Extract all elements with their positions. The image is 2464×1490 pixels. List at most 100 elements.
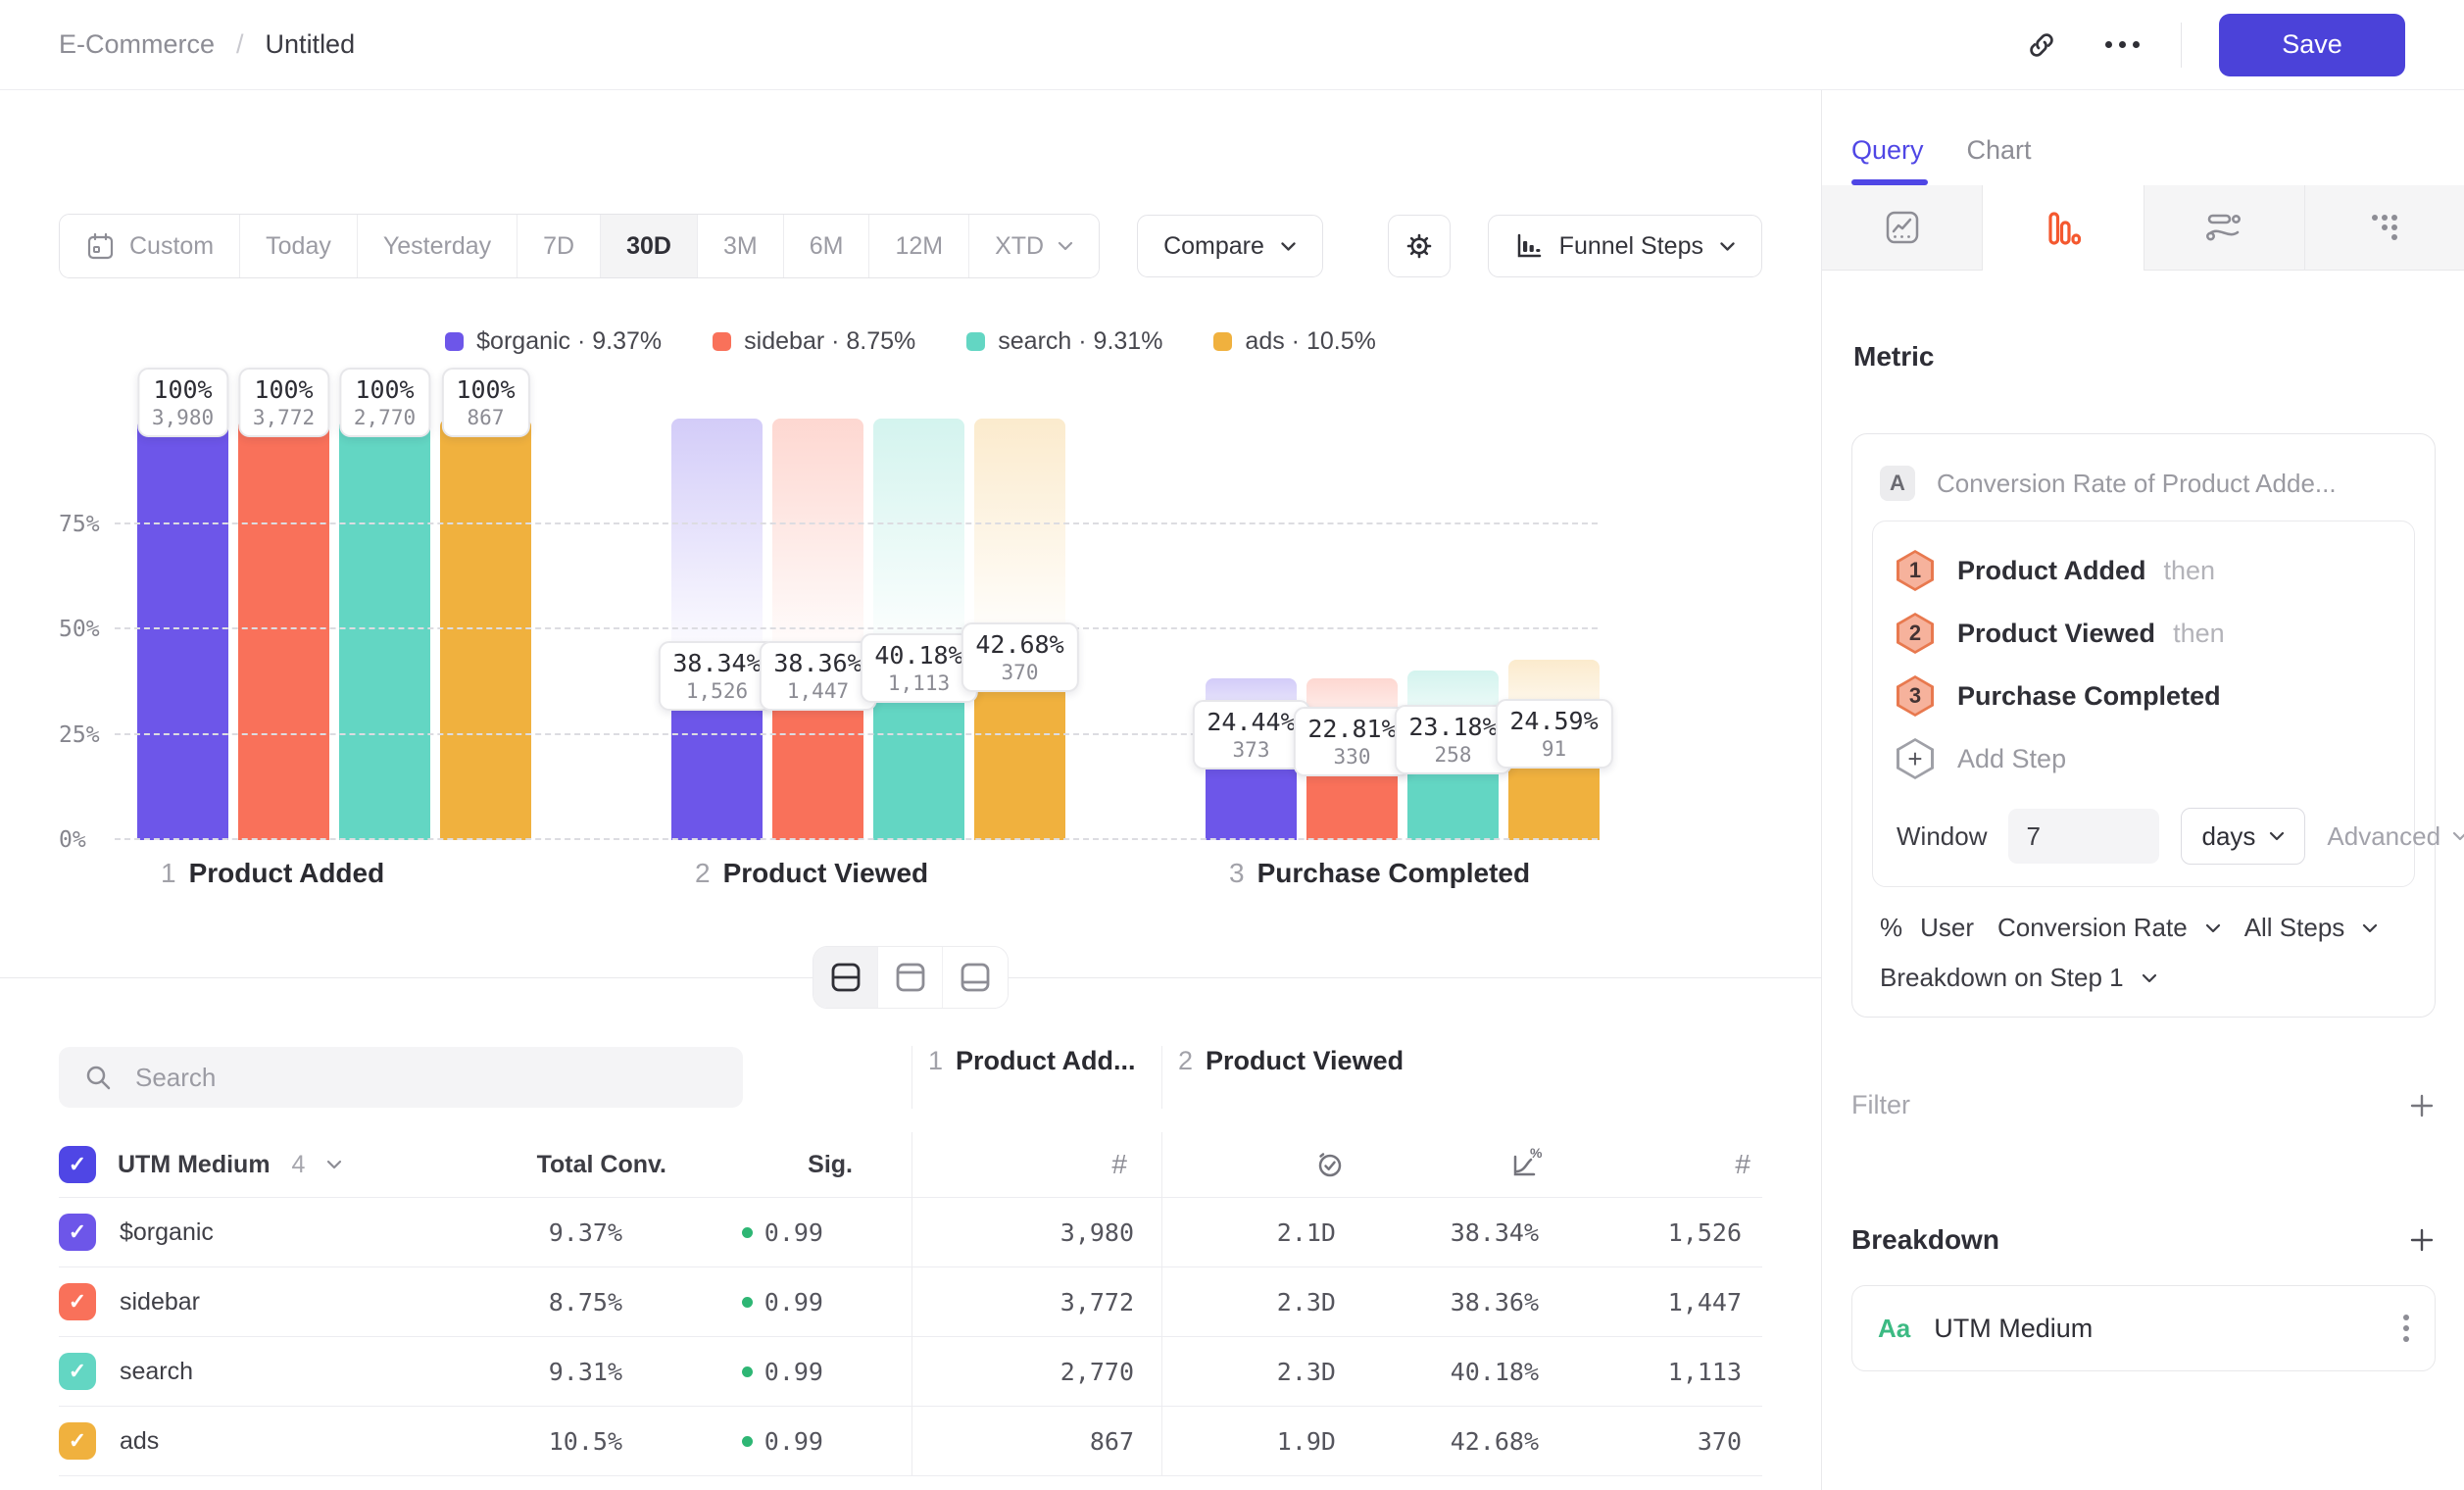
legend-item[interactable]: sidebar · 8.75% — [713, 327, 915, 356]
bar-value-label: 100%3,772 — [238, 368, 329, 437]
layout-split-button[interactable] — [813, 947, 878, 1008]
table-row[interactable]: ✓ads10.5%0.998671.9D42.68%370 — [59, 1406, 1762, 1476]
query-step-row[interactable]: 3 Purchase Completed — [1897, 669, 2390, 723]
chart-view-dropdown[interactable]: Funnel Steps — [1488, 215, 1762, 277]
table-row[interactable]: ✓$organic9.37%0.993,9802.1D38.34%1,526 — [59, 1197, 1762, 1266]
funnel-bar[interactable]: 38.36%1,447 — [772, 419, 863, 840]
more-actions-button[interactable] — [2100, 24, 2144, 67]
funnel-groups: 100%3,980100%3,772100%2,770100%8671Produ… — [115, 419, 1600, 840]
funnel-bar[interactable]: 100%867 — [440, 419, 531, 840]
breadcrumb-parent[interactable]: E-Commerce — [59, 29, 215, 60]
kebab-menu-icon[interactable] — [2403, 1315, 2409, 1342]
bar-value-label: 100%2,770 — [339, 368, 430, 437]
breakdown-property-card[interactable]: Aa UTM Medium — [1851, 1285, 2436, 1371]
tab-chart[interactable]: Chart — [1967, 135, 2032, 185]
breadcrumb-current[interactable]: Untitled — [266, 29, 356, 60]
save-button[interactable]: Save — [2219, 14, 2405, 76]
funnel-bar[interactable]: 24.44%373 — [1206, 419, 1297, 840]
add-breakdown-button[interactable] — [2408, 1226, 2436, 1254]
bar-count: 91 — [1509, 737, 1598, 761]
row-checkbox[interactable]: ✓ — [59, 1283, 96, 1320]
chart-type-flow[interactable] — [2144, 185, 2305, 271]
funnel-bar[interactable]: 38.34%1,526 — [671, 419, 763, 840]
funnel-bar[interactable]: 40.18%1,113 — [873, 419, 964, 840]
window-value-input[interactable] — [2008, 809, 2159, 864]
query-step-row[interactable]: 1Product Addedthen — [1897, 543, 2390, 598]
share-link-button[interactable] — [2020, 24, 2063, 67]
layout-chart-only-button[interactable] — [878, 947, 943, 1008]
chart-type-retention[interactable] — [2305, 185, 2464, 271]
column-conv-rate[interactable]: % — [1392, 1146, 1588, 1183]
bar-count: 2,770 — [354, 406, 416, 429]
funnel-bar[interactable]: 100%2,770 — [339, 419, 430, 840]
funnel-bar[interactable]: 24.59%91 — [1508, 419, 1600, 840]
funnel-bar[interactable]: 23.18%258 — [1407, 419, 1499, 840]
tab-query[interactable]: Query — [1851, 135, 1924, 185]
group-column-header[interactable]: ✓ UTM Medium 4 — [59, 1146, 470, 1183]
select-all-checkbox[interactable]: ✓ — [59, 1146, 96, 1183]
step1-number: 1 — [928, 1046, 943, 1076]
query-step-row[interactable]: 2Product Viewedthen — [1897, 606, 2390, 661]
bar-chart-icon — [1514, 231, 1544, 261]
range-3m[interactable]: 3M — [698, 215, 784, 277]
legend-item[interactable]: search · 9.31% — [966, 327, 1162, 356]
legend-item[interactable]: ads · 10.5% — [1213, 327, 1375, 356]
row-checkbox[interactable]: ✓ — [59, 1214, 96, 1251]
funnel-step-group: 38.34%1,52638.36%1,44740.18%1,11342.68%3… — [671, 419, 1065, 840]
query-step-name: Purchase Completed — [1957, 681, 2221, 712]
chevron-down-icon[interactable] — [2362, 923, 2378, 933]
range-xtd[interactable]: XTD — [969, 215, 1099, 277]
range-today[interactable]: Today — [240, 215, 358, 277]
row-checkbox[interactable]: ✓ — [59, 1353, 96, 1390]
chart-type-line[interactable] — [1822, 185, 1983, 271]
table-row[interactable]: ✓sidebar8.75%0.993,7722.3D38.36%1,447 — [59, 1266, 1762, 1336]
range-yesterday[interactable]: Yesterday — [358, 215, 517, 277]
column-sig[interactable]: Sig. — [666, 1151, 912, 1179]
chart-pane: CustomTodayYesterday7D30D3M6M12MXTD Comp… — [0, 90, 1821, 1490]
breakdown-on-step-dropdown[interactable]: Breakdown on Step 1 — [1872, 963, 2415, 993]
advanced-toggle[interactable]: Advanced — [2327, 821, 2464, 852]
range-12m[interactable]: 12M — [869, 215, 969, 277]
bar-segment — [238, 419, 329, 840]
window-unit-select[interactable]: days — [2181, 808, 2305, 865]
funnel-analysis-app: E-Commerce / Untitled Save — [0, 0, 2464, 1490]
range-30d[interactable]: 30D — [601, 215, 698, 277]
range-7d[interactable]: 7D — [517, 215, 601, 277]
chart-type-funnel[interactable] — [1983, 185, 2144, 271]
column-avg-time[interactable] — [1161, 1132, 1392, 1197]
measured-scope-dropdown[interactable]: All Steps — [2244, 913, 2345, 943]
chart-settings-button[interactable] — [1388, 215, 1451, 277]
range-custom[interactable]: Custom — [60, 215, 240, 277]
step1-count: 3,980 — [912, 1198, 1161, 1266]
y-axis-label: 75% — [59, 512, 100, 537]
column-step2-count-icon[interactable]: # — [1588, 1149, 1762, 1180]
toolbar-right: Funnel Steps — [1388, 215, 1762, 277]
pv-avg-time: 1.9D — [1161, 1407, 1392, 1475]
legend-item[interactable]: $organic · 9.37% — [445, 327, 662, 356]
column-total-conv[interactable]: Total Conv. — [470, 1151, 666, 1179]
add-step-button[interactable]: + Add Step — [1897, 731, 2390, 786]
add-filter-button[interactable] — [2408, 1092, 2436, 1119]
metric-series-row[interactable]: A Conversion Rate of Product Adde... — [1872, 458, 2415, 521]
layout-table-only-button[interactable] — [943, 947, 1008, 1008]
step1-count: 3,772 — [912, 1267, 1161, 1336]
search-input[interactable] — [133, 1062, 647, 1094]
step-hexagon-badge: 3 — [1897, 675, 1934, 717]
column-step1-count-icon[interactable]: # — [912, 1132, 1161, 1197]
row-name-cell: ✓$organic — [59, 1214, 470, 1251]
funnel-bar[interactable]: 100%3,772 — [238, 419, 329, 840]
row-checkbox[interactable]: ✓ — [59, 1422, 96, 1460]
funnel-step-group: 24.44%37322.81%33023.18%25824.59%913Purc… — [1206, 419, 1600, 840]
range-6m[interactable]: 6M — [784, 215, 870, 277]
breadcrumb-separator: / — [236, 29, 244, 60]
compare-button[interactable]: Compare — [1137, 215, 1323, 277]
sig-number: 0.99 — [764, 1288, 823, 1316]
breadcrumb: E-Commerce / Untitled — [59, 29, 355, 60]
funnel-bar[interactable]: 100%3,980 — [137, 419, 228, 840]
table-row[interactable]: ✓search9.31%0.992,7702.3D40.18%1,113 — [59, 1336, 1762, 1406]
funnel-bar[interactable]: 42.68%370 — [974, 419, 1065, 840]
metric-card: A Conversion Rate of Product Adde... 1Pr… — [1851, 433, 2436, 1018]
measured-metric-dropdown[interactable]: Conversion Rate — [1997, 913, 2188, 943]
chevron-down-icon[interactable] — [2205, 923, 2221, 933]
funnel-bar[interactable]: 22.81%330 — [1306, 419, 1398, 840]
